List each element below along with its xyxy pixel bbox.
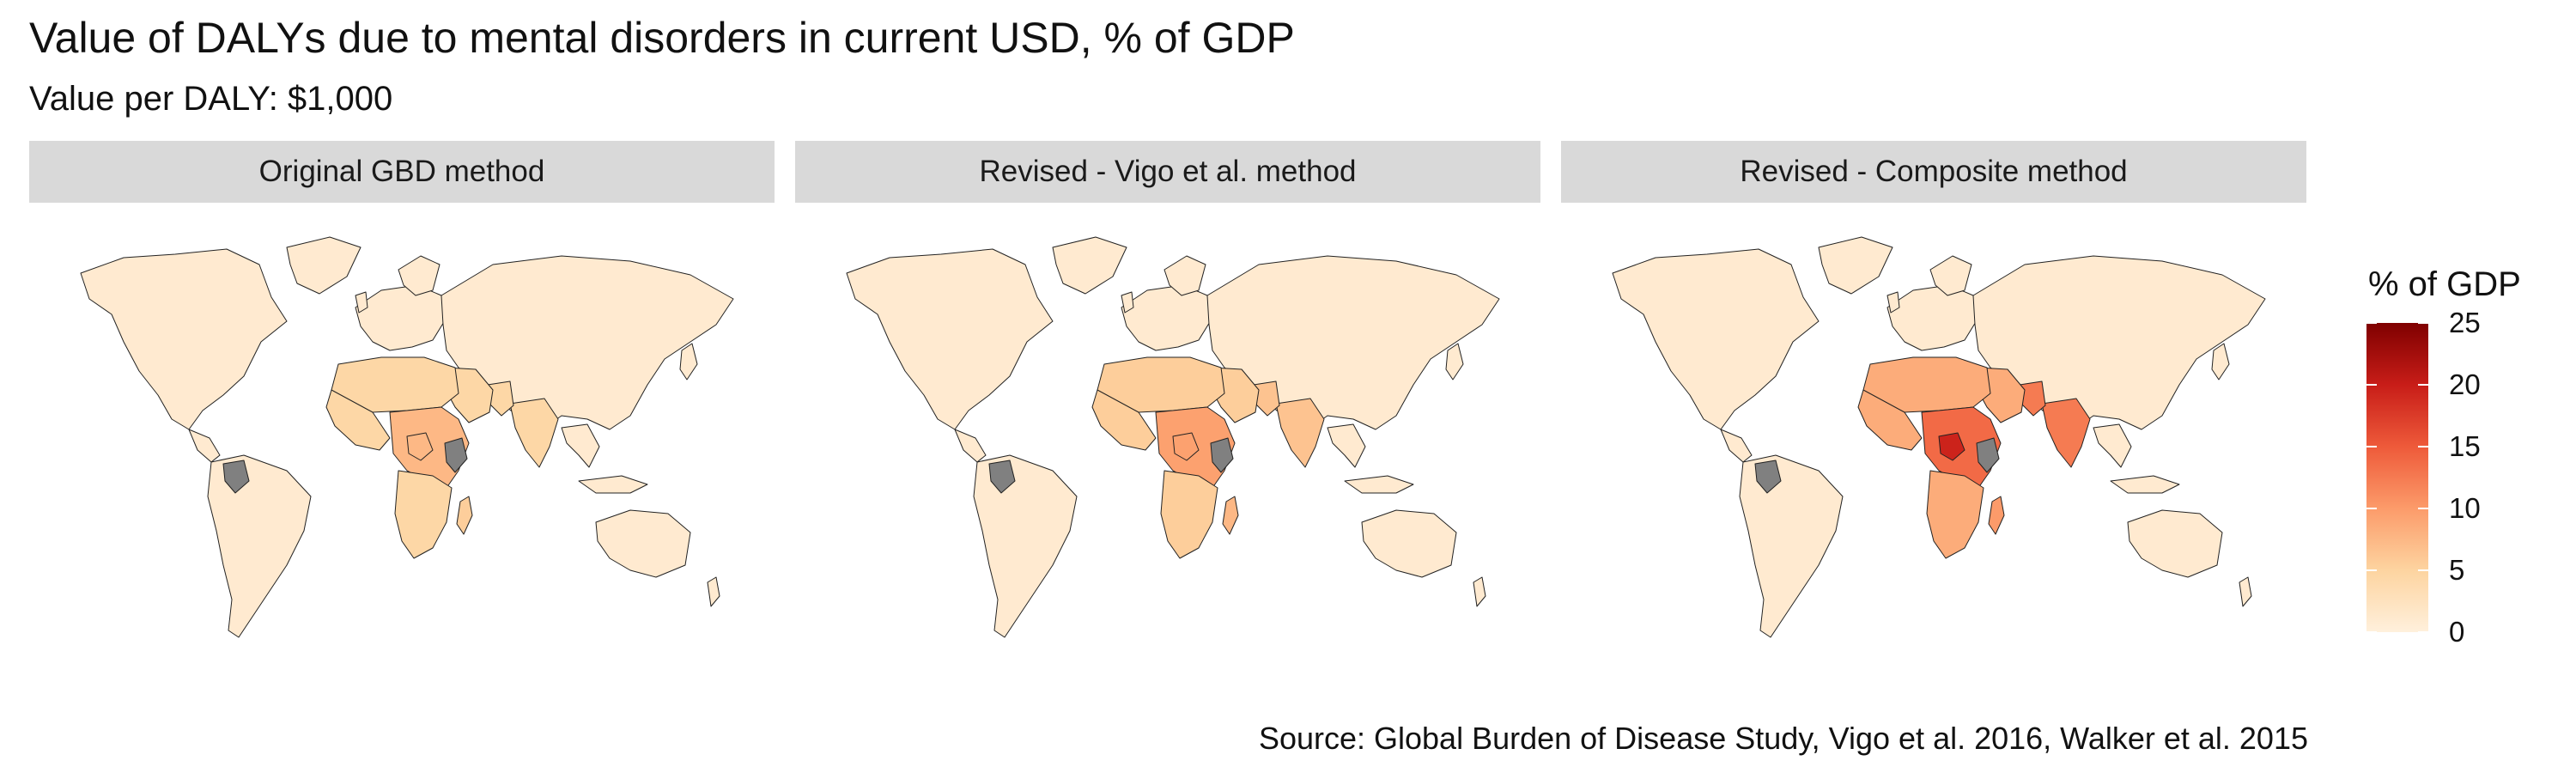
central-america bbox=[1720, 429, 1753, 463]
central-africa-hotspot bbox=[1172, 432, 1200, 461]
legend-title: % of GDP bbox=[2368, 265, 2521, 303]
greenland bbox=[1818, 236, 1893, 295]
legend-colorbar bbox=[2366, 323, 2428, 632]
scandinavia bbox=[1929, 255, 1972, 296]
europe bbox=[1886, 284, 1979, 351]
south-america bbox=[207, 454, 312, 638]
madagascar bbox=[1222, 496, 1239, 535]
east-africa-no-data bbox=[444, 437, 468, 473]
central-america bbox=[188, 429, 221, 463]
west-africa bbox=[325, 389, 391, 451]
south-asia bbox=[1275, 398, 1325, 468]
south-asia bbox=[509, 398, 559, 468]
north-america bbox=[1612, 248, 1820, 430]
madagascar bbox=[456, 496, 473, 535]
madagascar bbox=[1988, 496, 2005, 535]
southern-africa bbox=[1926, 470, 1984, 559]
indonesia bbox=[2110, 475, 2180, 494]
legend-tick-label: 5 bbox=[2449, 554, 2465, 586]
chart-title: Value of DALYs due to mental disorders i… bbox=[29, 14, 1295, 62]
west-africa bbox=[1091, 389, 1157, 451]
colombia-no-data bbox=[988, 460, 1016, 494]
legend-tick-label: 0 bbox=[2449, 616, 2465, 648]
legend-tick-label: 15 bbox=[2449, 430, 2481, 462]
europe bbox=[1121, 284, 1213, 351]
australia bbox=[2127, 509, 2223, 578]
south-america bbox=[1739, 454, 1844, 638]
indonesia bbox=[1344, 475, 1414, 494]
southeast-asia bbox=[2093, 423, 2132, 468]
north-america bbox=[80, 248, 288, 430]
world-map-original-gbd bbox=[80, 236, 734, 638]
central-africa-hotspot bbox=[406, 432, 434, 461]
legend-tick-label: 25 bbox=[2449, 307, 2481, 338]
scandinavia bbox=[1163, 255, 1206, 296]
world-map-composite bbox=[1612, 236, 2266, 638]
japan bbox=[679, 343, 698, 380]
central-africa-hotspot bbox=[1938, 432, 1965, 461]
scandinavia bbox=[398, 255, 440, 296]
legend-tick-label: 20 bbox=[2449, 368, 2481, 400]
colombia-no-data bbox=[222, 460, 250, 494]
uk bbox=[355, 291, 368, 313]
chart-subtitle: Value per DALY: $1,000 bbox=[29, 80, 393, 118]
west-africa bbox=[1857, 389, 1923, 451]
southern-africa bbox=[394, 470, 453, 559]
panel-strip-label: Original GBD method bbox=[29, 141, 775, 203]
new-zealand bbox=[2239, 576, 2252, 607]
greenland bbox=[1052, 236, 1127, 295]
southeast-asia bbox=[1327, 423, 1366, 468]
legend-tick-label: 10 bbox=[2449, 492, 2481, 524]
panel-vigo: Revised - Vigo et al. method bbox=[795, 141, 1540, 680]
panel-strip-label: Revised - Composite method bbox=[1561, 141, 2306, 203]
east-africa-no-data bbox=[1210, 437, 1234, 473]
europe bbox=[355, 284, 447, 351]
panel-original-gbd: Original GBD method bbox=[29, 141, 775, 680]
panel-strip-label: Revised - Vigo et al. method bbox=[795, 141, 1540, 203]
world-map-vigo bbox=[846, 236, 1500, 638]
source-caption: Source: Global Burden of Disease Study, … bbox=[1258, 721, 2308, 756]
southern-africa bbox=[1160, 470, 1218, 559]
new-zealand bbox=[1473, 576, 1486, 607]
southeast-asia bbox=[561, 423, 600, 468]
uk bbox=[1121, 291, 1134, 313]
north-america bbox=[846, 248, 1054, 430]
colombia-no-data bbox=[1754, 460, 1782, 494]
east-africa-no-data bbox=[1976, 437, 2000, 473]
japan bbox=[2211, 343, 2230, 380]
indonesia bbox=[578, 475, 648, 494]
central-america bbox=[954, 429, 987, 463]
japan bbox=[1445, 343, 1464, 380]
panel-composite: Revised - Composite method bbox=[1561, 141, 2306, 680]
greenland bbox=[286, 236, 361, 295]
uk bbox=[1886, 291, 1900, 313]
south-asia bbox=[2041, 398, 2091, 468]
south-america bbox=[973, 454, 1078, 638]
new-zealand bbox=[707, 576, 720, 607]
australia bbox=[1361, 509, 1457, 578]
australia bbox=[595, 509, 691, 578]
